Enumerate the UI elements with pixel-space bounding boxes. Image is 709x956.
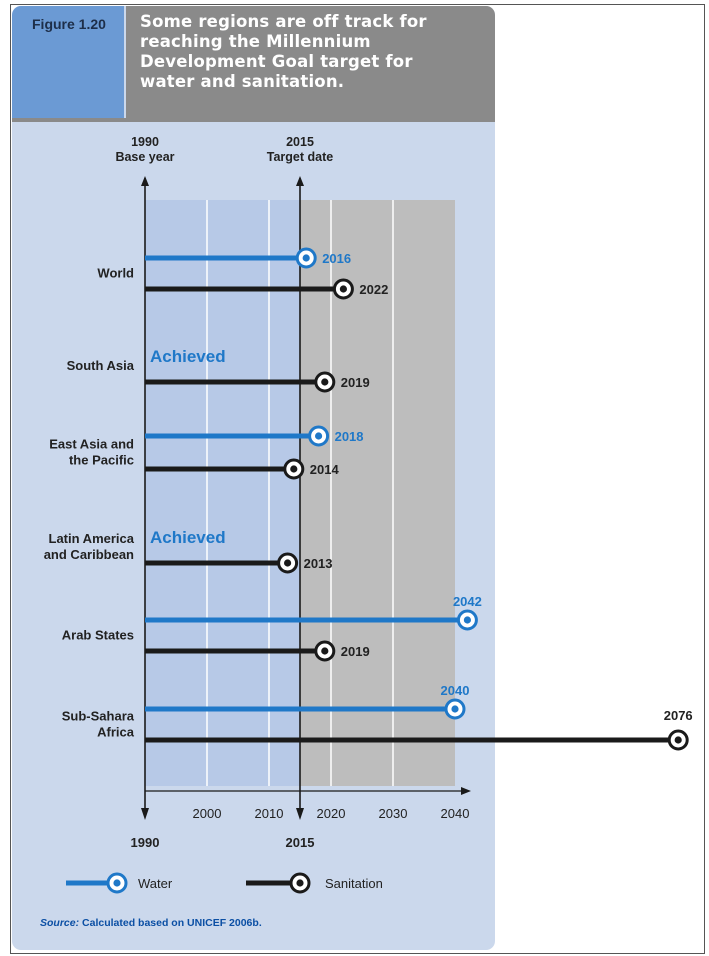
achieved-label: Achieved: [150, 528, 226, 547]
sanitation-marker-dot: [290, 465, 298, 473]
category-label: Arab States: [62, 628, 134, 643]
bottom-marker-2015: 2015: [286, 835, 315, 850]
legend-sanitation-marker-dot: [296, 879, 304, 887]
achieved-label: Achieved: [150, 347, 226, 366]
title-line: reaching the Millennium: [140, 32, 371, 51]
water-value-label: 2042: [453, 594, 482, 609]
source-label: Source:: [40, 917, 80, 929]
top-marker-year: 2015: [286, 135, 314, 149]
x-tick-label: 2040: [441, 806, 470, 821]
sanitation-marker-dot: [674, 736, 682, 744]
sanitation-value-label: 2019: [341, 644, 370, 659]
sanitation-value-label: 2022: [359, 282, 388, 297]
source-note: Source: Calculated based on UNICEF 2006b…: [40, 917, 262, 929]
water-marker-dot: [302, 254, 310, 262]
category-label: and Caribbean: [44, 547, 134, 562]
source-text: Calculated based on UNICEF 2006b.: [82, 917, 262, 929]
title-line: Development Goal target for: [140, 52, 413, 71]
legend-sanitation-label: Sanitation: [325, 876, 383, 891]
figure-frame: [10, 4, 705, 954]
water-value-label: 2016: [322, 251, 351, 266]
sanitation-marker-dot: [321, 378, 329, 386]
title-rule: [12, 118, 495, 122]
pre-target-region: [145, 200, 300, 786]
x-tick-label: 2000: [193, 806, 222, 821]
top-marker-caption: Target date: [267, 150, 333, 164]
water-marker-dot: [315, 432, 323, 440]
title-line: water and sanitation.: [140, 72, 345, 91]
axis-arrow-up: [141, 176, 149, 186]
x-tick-label: 2010: [255, 806, 284, 821]
legend-water-marker-dot: [113, 879, 121, 887]
sanitation-marker-dot: [284, 559, 292, 567]
figure-title: Some regions are off track for reaching …: [126, 6, 495, 118]
bottom-marker-1990: 1990: [131, 835, 160, 850]
axis-arrow-down: [141, 808, 149, 820]
water-value-label: 2040: [441, 683, 470, 698]
top-marker-caption: Base year: [115, 150, 174, 164]
category-label: South Asia: [67, 358, 135, 373]
axis-arrow-up: [296, 176, 304, 186]
post-target-region: [300, 200, 455, 786]
sanitation-marker-dot: [321, 647, 329, 655]
axis-arrow-down: [296, 808, 304, 820]
figure-label: Figure 1.20: [12, 6, 124, 118]
category-label: Africa: [97, 725, 135, 740]
legend-water-label: Water: [138, 876, 173, 891]
water-marker-dot: [451, 705, 459, 713]
sanitation-value-label: 2076: [664, 708, 693, 723]
category-label: World: [97, 266, 134, 281]
sanitation-value-label: 2019: [341, 375, 370, 390]
x-axis-arrow: [461, 787, 471, 795]
category-label: Sub-Sahara: [62, 709, 135, 724]
sanitation-marker-dot: [339, 285, 347, 293]
water-marker-dot: [463, 616, 471, 624]
top-marker-year: 1990: [131, 135, 159, 149]
x-tick-label: 2030: [379, 806, 408, 821]
category-label: East Asia and: [49, 437, 134, 452]
x-tick-label: 2020: [317, 806, 346, 821]
category-label: Latin America: [49, 531, 135, 546]
sanitation-value-label: 2013: [304, 556, 333, 571]
category-label: the Pacific: [69, 453, 134, 468]
title-line: Some regions are off track for: [140, 12, 427, 31]
sanitation-value-label: 2014: [310, 462, 340, 477]
water-value-label: 2018: [335, 429, 364, 444]
